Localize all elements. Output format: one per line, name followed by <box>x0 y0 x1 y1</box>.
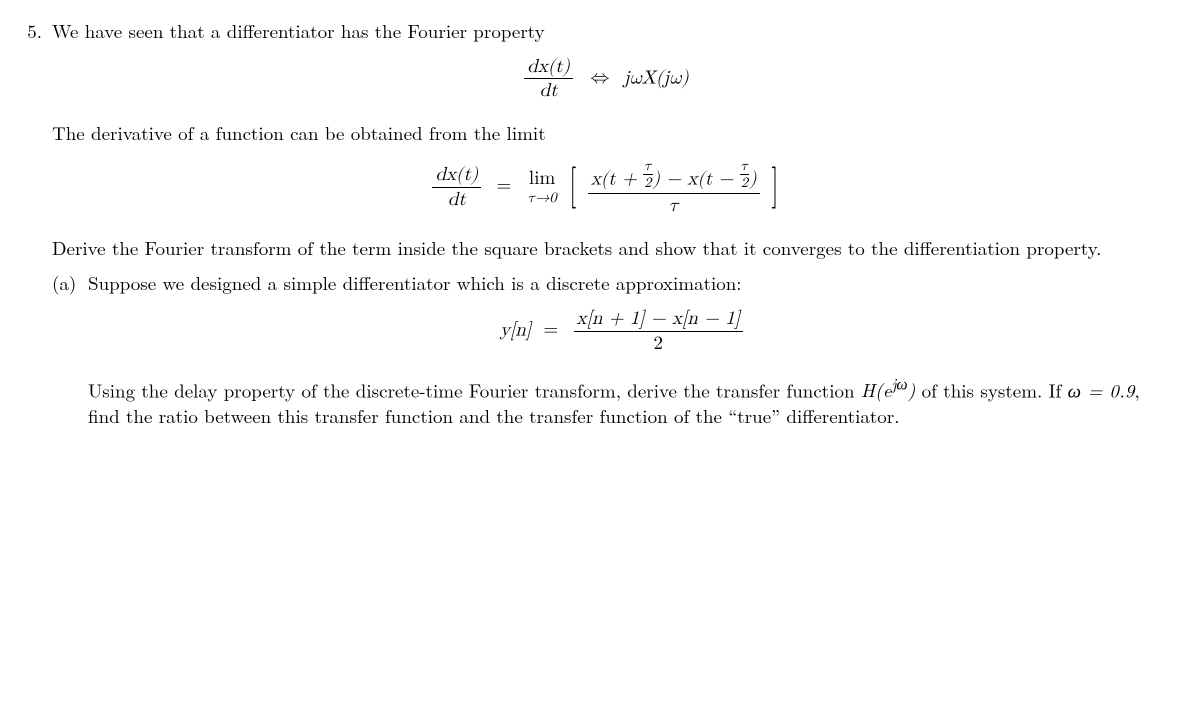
line-2: The derivative of a function can be obta… <box>52 120 1158 146</box>
equation-3: y[n] = x[n + 1] − x[n − 1] 2 <box>88 308 1158 355</box>
eq2-frac1-top: τ <box>643 158 653 175</box>
part-a-after: Using the delay property of the discrete… <box>88 373 1158 429</box>
eq2-equals: = <box>497 176 512 195</box>
equation-2: dx(t) dt = lim τ→0 [ x(t + τ2) − x(t − τ… <box>52 158 1158 217</box>
intro-line: We have seen that a differentiator has t… <box>52 18 1158 44</box>
line-3: Derive the Fourier transform of the term… <box>52 235 1158 261</box>
eq1-lhs-fraction: dx(t) dt <box>524 56 573 103</box>
omega-eq: ω = 0.9 <box>1068 376 1135 403</box>
part-a: (a) Suppose we designed a simple differe… <box>52 270 1158 438</box>
H-open: H(e <box>861 376 892 403</box>
eq2-num-mid: ) − x(t − <box>653 170 740 189</box>
eq1-lhs-den: dt <box>540 81 558 100</box>
eq2-bracket-num: x(t + τ2) − x(t − τ2) <box>588 158 760 194</box>
question-5: 5. We have seen that a differentiator ha… <box>10 18 1158 438</box>
eq2-frac1: τ2 <box>643 158 653 192</box>
eq1-rhs: jωX(jω) <box>624 68 689 87</box>
eq2-lhs-num: dx(t) <box>435 165 478 184</box>
part-a-text-a: Using the delay property of the discrete… <box>88 376 861 403</box>
part-a-body: Suppose we designed a simple differentia… <box>88 270 1158 438</box>
eq3-lhs: y[n] <box>500 320 531 339</box>
part-a-label: (a) <box>52 270 88 296</box>
eq2-limit: lim τ→0 <box>528 166 557 209</box>
equation-1: dx(t) dt ⇔ jωX(jω) <box>52 56 1158 103</box>
question-body: We have seen that a differentiator has t… <box>52 18 1158 438</box>
eq3-rhs-den: 2 <box>574 332 744 355</box>
eq3-equals: = <box>543 320 558 339</box>
eq2-num-suffix: ) <box>749 170 756 189</box>
eq2-lim-bot: τ→0 <box>528 189 557 208</box>
H-sup: jω <box>892 372 908 395</box>
eq2-frac1-bot: 2 <box>643 175 653 191</box>
eq2-lhs-den: dt <box>448 190 466 209</box>
eq2-lim-top: lim <box>528 166 557 192</box>
H-symbol: H(ejω) <box>861 376 915 403</box>
eq2-num-prefix1: x(t + <box>591 170 643 189</box>
eq2-frac2-top: τ <box>740 158 750 175</box>
eq3-rhs-fraction: x[n + 1] − x[n − 1] 2 <box>574 308 744 355</box>
eq2-frac2: τ2 <box>740 158 750 192</box>
eq2-lhs-fraction: dx(t) dt <box>432 164 481 211</box>
question-number: 5. <box>10 18 52 44</box>
part-a-text-b: of this system. If <box>915 376 1067 403</box>
eq3-rhs-num: x[n + 1] − x[n − 1] <box>574 308 744 332</box>
eq1-arrow: ⇔ <box>590 68 609 87</box>
eq1-lhs-num: dx(t) <box>527 57 570 76</box>
part-a-intro: Suppose we designed a simple differentia… <box>88 270 1158 296</box>
eq2-bracket-fraction: x(t + τ2) − x(t − τ2) τ <box>588 158 760 217</box>
eq2-bracket-den: τ <box>588 194 760 217</box>
eq2-frac2-bot: 2 <box>740 175 750 191</box>
